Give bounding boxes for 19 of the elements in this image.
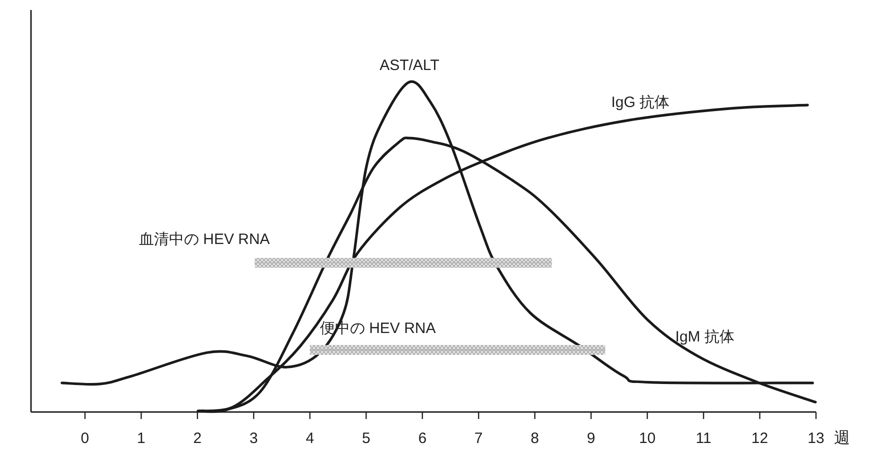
x-tick-label: 3 — [250, 430, 258, 447]
x-axis-title: 週 — [834, 430, 850, 447]
x-tick-label: 8 — [530, 430, 540, 447]
x-tick-label: 5 — [362, 430, 370, 447]
x-tick-label: 10 — [638, 430, 656, 447]
x-tick-label: 6 — [418, 430, 427, 447]
series-label: AST/ALT — [380, 57, 440, 74]
x-tick-label: 7 — [474, 430, 483, 447]
x-tick-label: 13 — [808, 430, 824, 447]
x-tick-label: 0 — [80, 430, 90, 447]
x-tick-label: 1 — [137, 430, 146, 447]
x-tick-label: 2 — [193, 430, 202, 447]
x-tick-label: 4 — [306, 430, 314, 447]
x-tick-label: 9 — [586, 430, 596, 447]
series-label: 血清中の HEV RNA — [138, 230, 270, 248]
series-label: IgG 抗体 — [611, 94, 670, 111]
x-tick-label: 12 — [751, 430, 768, 447]
series-label: IgM 抗体 — [675, 328, 734, 346]
x-tick-label: 11 — [696, 430, 712, 447]
